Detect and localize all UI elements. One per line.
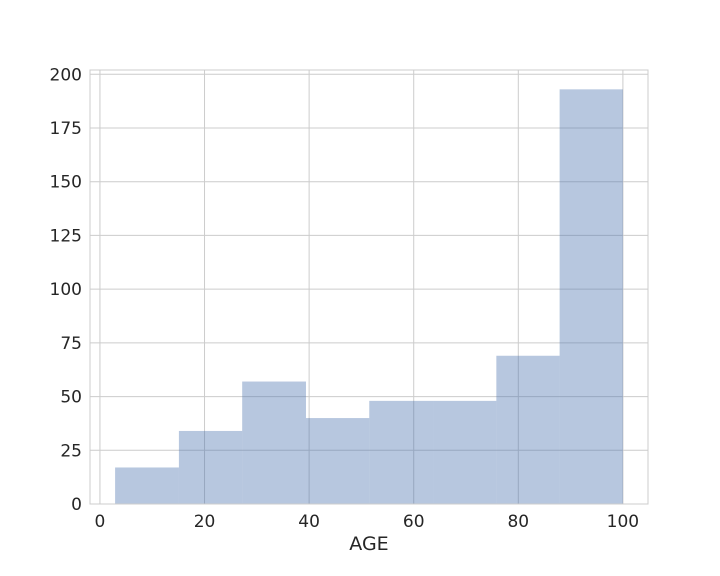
x-tick-label: 40 (298, 512, 320, 532)
x-tick-label: 100 (607, 512, 639, 532)
histogram-bar-2 (178, 430, 243, 504)
y-tick-label: 100 (50, 280, 82, 300)
x-axis-label: AGE (349, 533, 388, 555)
y-tick-label: 50 (60, 388, 82, 408)
x-tick-label: 80 (507, 512, 529, 532)
y-tick-label: 175 (50, 119, 82, 139)
y-tick-label: 0 (71, 495, 82, 515)
y-tick-label: 25 (60, 441, 82, 461)
histogram-bar-1 (115, 467, 179, 504)
y-tick-label: 200 (50, 65, 82, 85)
grid (90, 70, 648, 505)
y-tick-label: 75 (60, 334, 82, 354)
histogram-bar-5 (369, 400, 434, 504)
plot-frame (89, 69, 649, 505)
x-tick-label: 20 (194, 512, 216, 532)
histogram-bar-6 (433, 400, 497, 504)
histogram-bar-3 (242, 381, 306, 504)
x-tick-label: 60 (403, 512, 425, 532)
bars (115, 89, 623, 504)
x-tick-labels: 0 20 40 60 80 100 (95, 512, 640, 532)
histogram-bar-4 (305, 418, 370, 504)
y-tick-labels: 0 25 50 75 100 125 150 175 200 (50, 65, 82, 515)
histogram-bar-8 (559, 89, 623, 504)
histogram-bar-7 (496, 355, 560, 504)
y-tick-label: 125 (50, 226, 82, 246)
x-tick-label: 0 (95, 512, 106, 532)
y-tick-label: 150 (50, 173, 82, 193)
